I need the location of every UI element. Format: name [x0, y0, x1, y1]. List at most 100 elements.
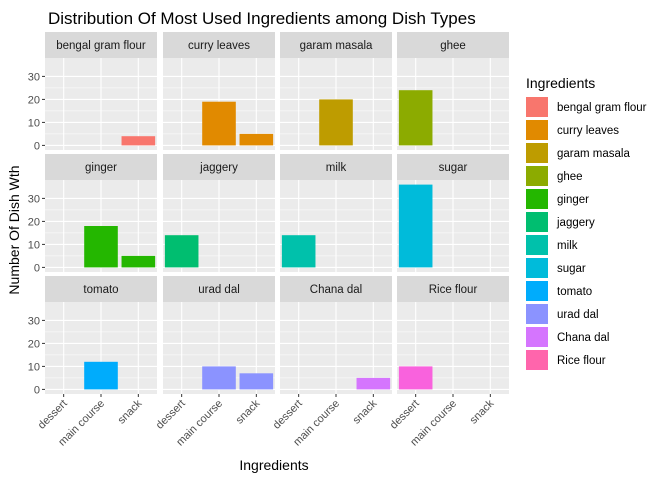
bar-bengal-gram-flour-snack	[121, 136, 156, 146]
x-axis-title: Ingredients	[239, 457, 308, 473]
legend-swatch	[526, 189, 548, 209]
facet-panel: garam masala	[280, 32, 392, 150]
facet-strip-label: tomato	[83, 284, 118, 296]
bar-milk-dessert	[281, 235, 316, 268]
facet-strip	[163, 276, 275, 302]
facet-panel: bengal gram flour	[45, 32, 157, 150]
legend-swatch	[526, 258, 548, 278]
facet-panel: ghee	[397, 32, 509, 150]
bar-curry-leaves-snack	[239, 133, 274, 146]
facet-panels: bengal gram flour curry leaves garam masal…	[45, 32, 509, 394]
facet-strip	[280, 276, 392, 302]
x-tick-label: dessert	[271, 398, 305, 432]
facet-strip-label: milk	[326, 162, 347, 174]
bar-chana-dal-snack	[356, 377, 391, 390]
facet-panel: Rice flour	[397, 276, 509, 394]
y-tick-label: 0	[34, 262, 40, 274]
facet-strip-label: Chana dal	[310, 284, 362, 296]
bar-ginger-snack	[121, 255, 156, 268]
bar-rice-flour-dessert	[398, 366, 433, 390]
bar-garam-masala-main-course	[319, 99, 353, 146]
facet-strip-label: sugar	[439, 162, 468, 174]
facet-panel: urad dal	[163, 276, 275, 394]
y-tick-label: 30	[28, 71, 40, 83]
facet-strip	[163, 32, 275, 58]
bar-tomato-main-course	[84, 361, 118, 390]
facet-strip-label: ginger	[85, 162, 117, 174]
facet-panel: milk	[280, 154, 392, 272]
facet-panel: sugar	[397, 154, 509, 272]
bar-jaggery-dessert	[164, 235, 199, 268]
legend-label: milk	[557, 240, 578, 252]
facet-panel: curry leaves	[163, 32, 275, 150]
facet-strip	[397, 154, 509, 180]
legend-label: urad dal	[557, 309, 599, 321]
facet-panel: Chana dal	[280, 276, 392, 394]
x-tick-label: dessert	[388, 398, 422, 432]
bar-ginger-main-course	[84, 226, 118, 268]
y-tick-label: 20	[28, 338, 40, 350]
facet-panel: tomato	[45, 276, 157, 394]
bar-urad-dal-snack	[239, 373, 274, 390]
x-tick-label: snack	[351, 397, 380, 426]
facet-strip-label: Rice flour	[429, 284, 478, 296]
facet-strip-label: garam masala	[300, 40, 373, 52]
facet-strip	[397, 276, 509, 302]
legend-swatch	[526, 166, 548, 186]
facet-strip	[280, 32, 392, 58]
y-tick-label: 20	[28, 94, 40, 106]
legend-swatch	[526, 281, 548, 301]
legend-label: Rice flour	[557, 355, 606, 367]
y-tick-label: 20	[28, 216, 40, 228]
chart-title: Distribution Of Most Used Ingredients am…	[48, 9, 476, 28]
facet-strip	[45, 276, 157, 302]
facet-panel: ginger	[45, 154, 157, 272]
legend-label: jaggery	[556, 217, 595, 229]
legend-swatch	[526, 212, 548, 232]
legend-swatch	[526, 97, 548, 117]
legend-swatch	[526, 120, 548, 140]
legend-swatch	[526, 327, 548, 347]
y-tick-label: 30	[28, 193, 40, 205]
legend-swatch	[526, 143, 548, 163]
facet-strip-label: bengal gram flour	[56, 40, 146, 52]
bar-sugar-dessert	[398, 184, 433, 268]
x-tick-label: snack	[116, 397, 145, 426]
legend-label: ginger	[557, 194, 589, 206]
legend-label: tomato	[557, 286, 592, 298]
y-tick-label: 30	[28, 315, 40, 327]
legend-label: garam masala	[557, 148, 630, 160]
y-axis-title: Number Of Dish Wth	[6, 165, 22, 294]
legend-title: Ingredients	[526, 75, 595, 91]
legend-swatch	[526, 304, 548, 324]
facet-strip-label: ghee	[440, 40, 466, 52]
legend-label: sugar	[557, 263, 586, 275]
facet-strip	[45, 154, 157, 180]
facet-strip	[280, 154, 392, 180]
facet-strip	[163, 154, 275, 180]
x-tick-label: snack	[234, 397, 263, 426]
facet-strip	[397, 32, 509, 58]
legend-swatch	[526, 235, 548, 255]
facet-panel: jaggery	[163, 154, 275, 272]
y-tick-label: 10	[28, 239, 40, 251]
x-tick-label: dessert	[36, 398, 70, 432]
bar-ghee-dessert	[398, 90, 433, 146]
facet-strip-label: curry leaves	[188, 40, 250, 52]
x-tick-label: dessert	[154, 398, 188, 432]
y-axis-tick-labels: 0 10 20 30 0 10 20 30 0 10 20 30	[28, 71, 45, 396]
legend-label: curry leaves	[557, 125, 619, 137]
legend-label: bengal gram flour	[557, 102, 647, 114]
y-tick-label: 10	[28, 117, 40, 129]
bar-curry-leaves-main-course	[202, 101, 236, 146]
legend: Ingredients bengal gram flour curry leave…	[526, 75, 647, 370]
legend-label: ghee	[557, 171, 583, 183]
facet-strip-label: urad dal	[198, 284, 240, 296]
legend-swatch	[526, 350, 548, 370]
legend-label: Chana dal	[557, 332, 609, 344]
facet-strip	[45, 32, 157, 58]
x-tick-label: snack	[468, 397, 497, 426]
y-tick-label: 10	[28, 361, 40, 373]
